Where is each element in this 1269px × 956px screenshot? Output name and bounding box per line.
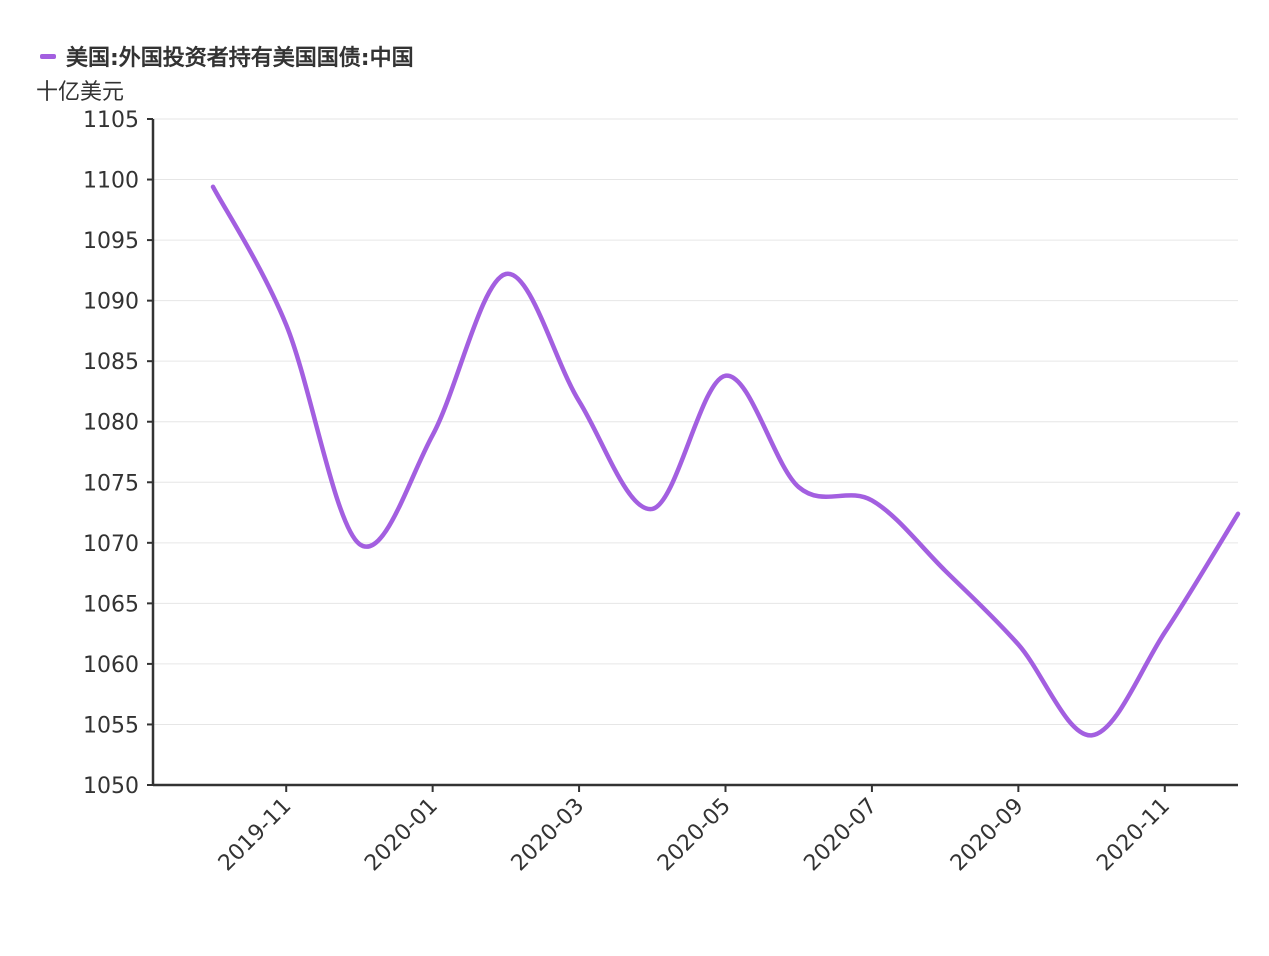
data-point bbox=[210, 184, 216, 190]
x-tick-label: 2020-03 bbox=[507, 794, 590, 877]
data-point bbox=[430, 432, 436, 438]
y-tick-label: 1060 bbox=[83, 653, 139, 678]
y-tick-label: 1100 bbox=[83, 169, 139, 194]
x-tick-label: 2019-11 bbox=[214, 794, 297, 877]
data-point bbox=[356, 541, 362, 547]
legend-label: 美国:外国投资者持有美国国债:中国 bbox=[66, 46, 414, 71]
series-line bbox=[210, 184, 1241, 738]
data-point bbox=[1089, 732, 1095, 738]
data-point bbox=[283, 322, 289, 328]
y-tick-label: 1095 bbox=[83, 229, 139, 254]
data-point bbox=[649, 506, 655, 512]
data-point bbox=[1235, 511, 1241, 517]
y-tick-label: 1055 bbox=[83, 713, 139, 738]
x-tick-label: 2020-05 bbox=[653, 794, 736, 877]
x-tick-label: 2020-11 bbox=[1092, 794, 1175, 877]
data-point bbox=[942, 568, 948, 574]
y-axis-unit-label: 十亿美元 bbox=[36, 80, 125, 105]
data-point bbox=[869, 497, 875, 503]
x-tick-label: 2020-09 bbox=[946, 794, 1029, 877]
data-point bbox=[576, 398, 582, 404]
data-point bbox=[1015, 642, 1021, 648]
y-tick-label: 1080 bbox=[83, 411, 139, 436]
legend: 美国:外国投资者持有美国国债:中国 bbox=[40, 40, 414, 72]
y-tick-label: 1050 bbox=[83, 774, 139, 799]
y-tick-label: 1105 bbox=[83, 108, 139, 133]
y-tick-label: 1075 bbox=[83, 471, 139, 496]
y-tick-label: 1090 bbox=[83, 290, 139, 315]
data-point bbox=[723, 373, 729, 379]
data-point bbox=[796, 484, 802, 490]
y-tick-label: 1085 bbox=[83, 350, 139, 375]
x-tick-label: 2020-07 bbox=[799, 794, 882, 877]
y-tick-label: 1070 bbox=[83, 532, 139, 557]
data-point bbox=[1162, 629, 1168, 635]
y-tick-label: 1065 bbox=[83, 592, 139, 617]
x-tick-label: 2020-01 bbox=[360, 794, 443, 877]
legend-swatch bbox=[40, 53, 56, 59]
data-point bbox=[503, 271, 509, 277]
